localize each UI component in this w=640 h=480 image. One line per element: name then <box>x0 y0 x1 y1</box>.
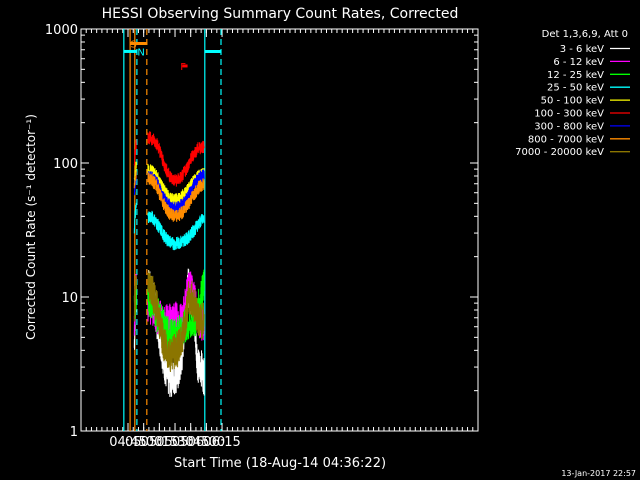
legend-item-label: 7000 - 20000 keV <box>515 147 604 158</box>
series-line <box>133 275 137 322</box>
legend-item-label: 300 - 800 keV <box>534 121 604 132</box>
y-axis-label: Corrected Count Rate (s⁻¹ detector⁻¹) <box>24 114 38 340</box>
flag-label-n: N <box>137 47 144 58</box>
series-line <box>133 170 137 189</box>
legend-title: Det 1,3,6,9, Att 0 <box>542 29 628 40</box>
x-tick-label: 05:00 <box>125 435 162 450</box>
flag-label-f: F <box>180 62 186 73</box>
y-tick-label: 1000 <box>45 23 78 38</box>
series-line <box>133 202 137 234</box>
x-tick-label: 06:00 <box>188 435 225 450</box>
x-tick-label: 04:45 <box>109 435 146 450</box>
y-tick-label: 100 <box>53 157 78 172</box>
plot-area: 1 10 100 1000 04:4505:0005:1505:3005:4506:00… <box>45 23 479 450</box>
series-line <box>147 270 205 373</box>
legend: 3 - 6 keV 6 - 12 keV 12 - 25 keV 25 - 50 ke… <box>515 44 630 158</box>
legend-item-label: 25 - 50 keV <box>547 83 604 94</box>
legend-item-label: 50 - 100 keV <box>541 96 605 107</box>
series-line <box>147 210 205 251</box>
chart-title: HESSI Observing Summary Count Rates, Cor… <box>102 6 459 22</box>
y-tick-label: 10 <box>61 291 78 306</box>
x-tick-label: 06:15 <box>203 435 240 450</box>
series-line <box>147 163 205 206</box>
series-line <box>147 172 205 222</box>
flag-label-s: S <box>130 39 136 50</box>
x-tick-label: 05:30 <box>156 435 193 450</box>
x-axis-label: Start Time (18-Aug-14 04:36:22) <box>174 456 386 471</box>
timestamp-label: 13-Jan-2017 22:57 <box>561 469 636 478</box>
legend-item-label: 3 - 6 keV <box>560 44 604 55</box>
legend-item-label: 6 - 12 keV <box>553 57 604 68</box>
y-tick-label: 1 <box>70 425 78 440</box>
legend-item-label: 12 - 25 keV <box>547 70 604 81</box>
legend-item-label: 800 - 7000 keV <box>528 134 604 145</box>
x-tick-label: 05:15 <box>141 435 178 450</box>
legend-item-label: 100 - 300 keV <box>534 109 604 120</box>
series-line <box>147 131 205 187</box>
series-line <box>133 139 137 166</box>
x-tick-label: 05:45 <box>172 435 209 450</box>
